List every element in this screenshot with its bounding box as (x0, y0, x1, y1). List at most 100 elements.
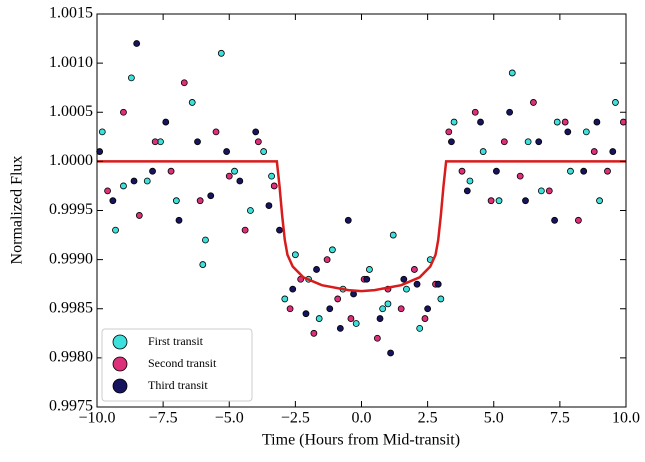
data-point (413, 280, 421, 288)
y-tick-label: 0.9980 (49, 349, 93, 366)
data-point (612, 99, 619, 106)
data-point (564, 128, 572, 136)
x-tick-label: −10.0 (78, 410, 115, 427)
data-point (522, 197, 529, 205)
data-point (286, 305, 294, 313)
data-point (212, 128, 220, 136)
data-point (241, 226, 249, 234)
data-point (506, 108, 514, 116)
model-line (97, 160, 626, 293)
data-point (289, 285, 297, 293)
data-point (252, 128, 260, 136)
data-point (130, 177, 138, 185)
y-axis-label: Normalized Flux (9, 156, 26, 265)
data-point (553, 118, 561, 126)
data-point (315, 315, 323, 322)
legend-label: First transit (148, 334, 204, 348)
data-point (609, 148, 617, 155)
data-point (551, 216, 558, 224)
data-point (268, 172, 275, 180)
data-point (344, 216, 352, 224)
y-tick-label: 1.0005 (49, 103, 93, 120)
data-point (479, 148, 487, 155)
data-point (403, 285, 410, 293)
data-point (537, 187, 545, 195)
data-point (500, 138, 508, 146)
data-point (590, 148, 598, 155)
data-point (109, 197, 117, 205)
y-tick-label: 1.0000 (49, 152, 93, 169)
data-point (593, 118, 601, 126)
data-point (302, 310, 310, 318)
y-tick-label: 1.0010 (49, 54, 93, 71)
y-tick-label: 1.0015 (49, 5, 93, 22)
plot-area (96, 40, 627, 357)
data-point (448, 138, 455, 146)
data-point (567, 167, 574, 175)
data-point (329, 246, 336, 254)
data-point (202, 236, 209, 244)
x-tick-label: 7.5 (550, 410, 570, 427)
x-tick-label: 2.5 (418, 410, 438, 427)
legend-label: Second transit (148, 356, 217, 370)
data-point (477, 118, 484, 126)
legend-label: Third transit (148, 378, 208, 392)
data-point (580, 167, 588, 175)
data-point (530, 99, 537, 106)
data-point (619, 118, 627, 126)
data-point (450, 118, 458, 126)
data-point (352, 320, 360, 327)
data-point (265, 202, 273, 209)
data-point (291, 251, 299, 259)
data-point (162, 118, 170, 126)
data-point (172, 197, 180, 205)
x-tick-label: −7.5 (149, 410, 178, 427)
data-point (516, 172, 524, 180)
data-point (574, 216, 582, 224)
data-point (389, 231, 397, 239)
data-point (416, 324, 424, 332)
data-point (225, 172, 233, 180)
data-point (410, 266, 418, 273)
data-point (276, 226, 283, 234)
data-point (384, 300, 392, 308)
data-point (471, 108, 479, 116)
data-point (545, 187, 553, 195)
x-axis-label: Time (Hours from Mid-transit) (262, 432, 460, 449)
data-point (127, 74, 135, 82)
data-point (260, 148, 268, 155)
x-tick-label: −5.0 (215, 410, 244, 427)
data-point (397, 305, 405, 313)
data-point (437, 295, 445, 303)
data-point (199, 261, 207, 268)
data-point (133, 40, 141, 47)
data-point (223, 148, 231, 155)
data-point (379, 305, 387, 313)
data-point (196, 197, 204, 205)
data-point (120, 108, 127, 116)
data-point (334, 295, 342, 303)
data-point (96, 148, 104, 155)
data-point (604, 167, 611, 175)
data-point (98, 128, 106, 136)
data-point (508, 69, 516, 77)
data-point (458, 167, 466, 175)
y-tick-label: 0.9975 (49, 398, 93, 415)
data-point (366, 266, 373, 273)
data-point (313, 266, 320, 273)
legend-marker (112, 356, 128, 372)
data-point (270, 182, 278, 190)
x-tick-label: 0.0 (352, 410, 372, 427)
data-point (582, 128, 590, 136)
y-tick-label: 0.9995 (49, 201, 93, 218)
data-point (194, 138, 201, 146)
data-point (120, 182, 127, 190)
data-point (434, 280, 442, 288)
data-point (231, 167, 238, 175)
data-point (424, 305, 432, 313)
data-point (323, 256, 331, 264)
data-point (363, 275, 371, 283)
data-point (236, 177, 244, 185)
data-point (492, 167, 500, 175)
data-point (135, 212, 143, 219)
